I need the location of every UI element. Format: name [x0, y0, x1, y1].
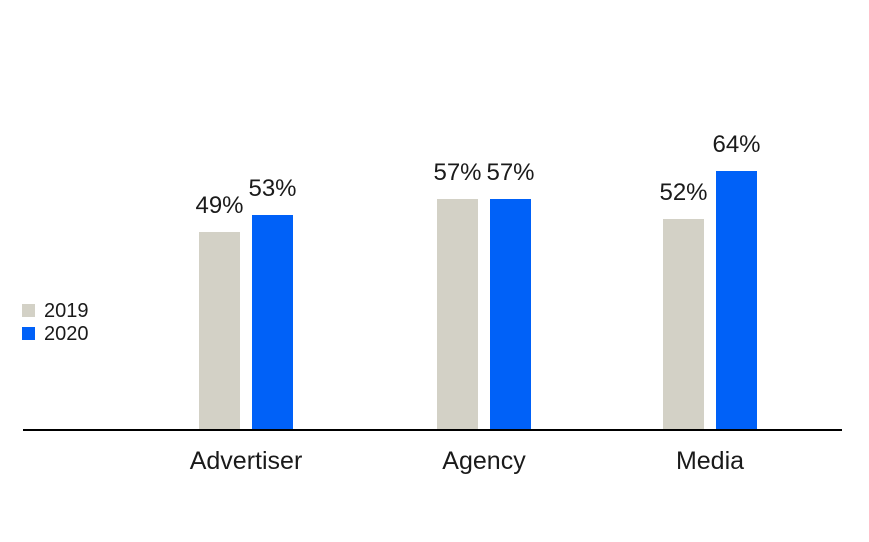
- category-label-agency: Agency: [442, 447, 526, 475]
- legend-label-2020: 2020: [44, 322, 89, 345]
- value-label-agency-2020: 57%: [486, 159, 535, 186]
- bar-media-2019: [663, 219, 704, 430]
- value-label-advertiser-2019: 49%: [195, 192, 244, 219]
- legend-label-2019: 2019: [44, 299, 89, 322]
- value-label-media-2020: 64%: [712, 131, 761, 158]
- value-label-advertiser-2020: 53%: [248, 175, 297, 202]
- legend-item-2020: 2020: [22, 322, 89, 345]
- legend-swatch-2020: [22, 327, 35, 340]
- category-label-advertiser: Advertiser: [189, 447, 303, 475]
- bar-media-2020: [716, 171, 757, 430]
- category-label-media: Media: [675, 447, 745, 475]
- legend-swatch-2019: [22, 304, 35, 317]
- bar-agency-2020: [490, 199, 531, 430]
- legend-item-2019: 2019: [22, 299, 89, 322]
- x-axis-line: [23, 429, 842, 431]
- value-label-media-2019: 52%: [659, 179, 708, 206]
- chart-legend: 2019 2020: [22, 299, 89, 345]
- bar-advertiser-2019: [199, 232, 240, 430]
- bar-agency-2019: [437, 199, 478, 430]
- bar-advertiser-2020: [252, 215, 293, 430]
- value-label-agency-2019: 57%: [433, 159, 482, 186]
